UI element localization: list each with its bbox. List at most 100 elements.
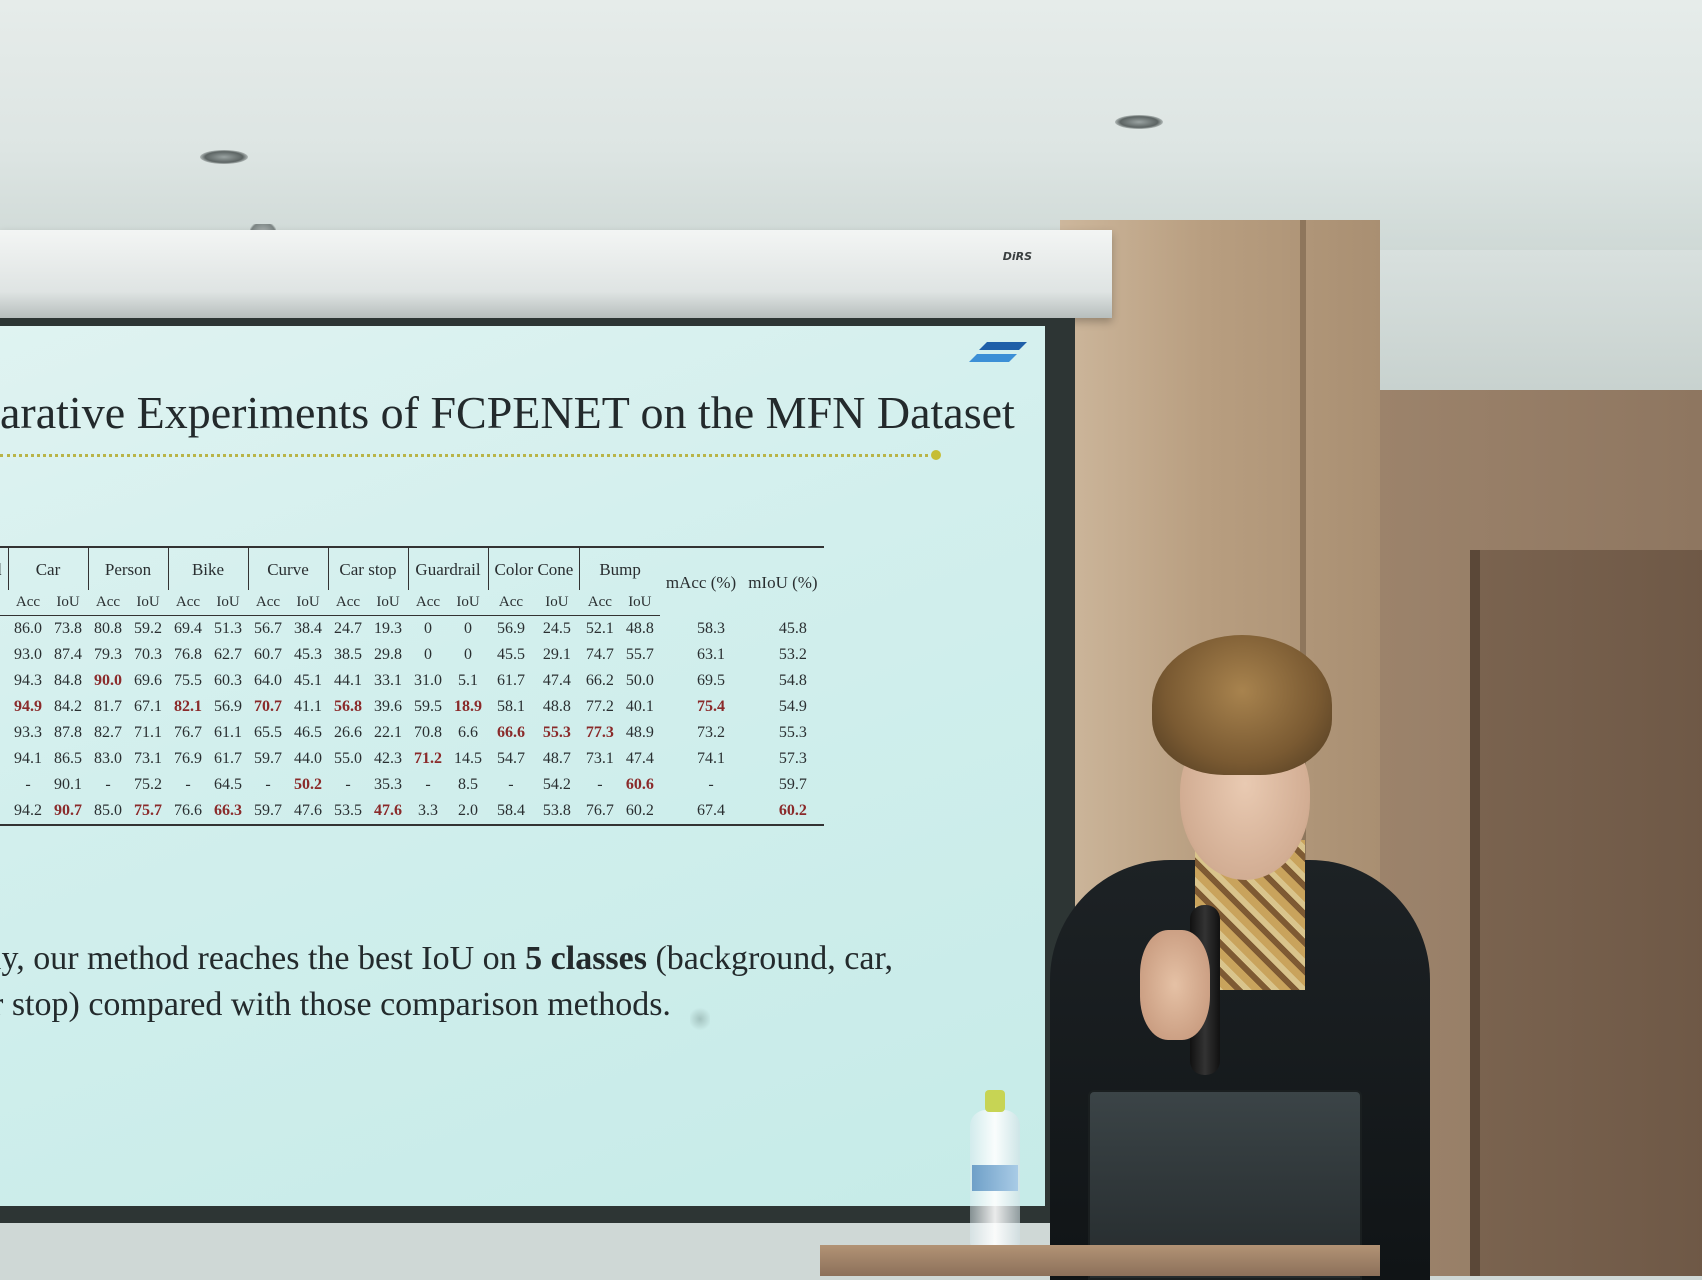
- table-cell: 76.9: [174, 750, 202, 767]
- screen-smudge: [690, 1006, 710, 1032]
- table-cell: 75.5: [174, 672, 202, 689]
- table-cell: 85.0: [94, 802, 122, 819]
- table-cell: 77.2: [585, 698, 614, 715]
- table-group-header-cell: Bike: [167, 546, 248, 590]
- table-cell: 52.1: [585, 620, 614, 637]
- table-cell: 45.5: [496, 646, 525, 663]
- table-cell: 75.7: [134, 802, 162, 819]
- table-cell: 67.4: [697, 802, 726, 819]
- table-subheader-cell: Acc: [579, 590, 620, 616]
- table-cell: 71.2: [414, 750, 442, 767]
- table-cell: 56.7: [254, 620, 282, 637]
- ceiling-light: [200, 150, 248, 164]
- door: [1470, 550, 1702, 1276]
- table-cell: 66.3: [214, 802, 242, 819]
- table-cell: 86.0: [14, 620, 42, 637]
- table-cell: 75.2: [134, 776, 162, 793]
- ceiling: [0, 0, 1702, 250]
- highlight-classes: 5 classes: [525, 940, 647, 977]
- table-cell: -: [25, 776, 31, 793]
- title-divider: [0, 450, 941, 460]
- table-cell: -: [185, 776, 191, 793]
- table-cell: 55.7: [625, 646, 654, 663]
- water-bottle: [970, 1090, 1020, 1250]
- table-cell: 59.7: [778, 776, 807, 793]
- table-subheader-cell: Acc: [168, 590, 208, 616]
- table-cell: 70.7: [254, 698, 282, 715]
- table-cell: 59.2: [134, 620, 162, 637]
- table-cell: [0, 772, 8, 798]
- table-cell: 93.0: [14, 646, 42, 663]
- table-cell: 38.5: [334, 646, 362, 663]
- table-cell: 2.0: [458, 802, 478, 819]
- table-cell: 59.7: [254, 802, 282, 819]
- table-cell: 50.0: [625, 672, 654, 689]
- table-subheader-cell: Acc: [488, 590, 534, 616]
- table-cell: 69.5: [697, 672, 726, 689]
- table-cell: -: [597, 776, 603, 793]
- table-row: - 90.1 - 75.2 - 64.5 - 50.2 - 35.3 - 8.5 - 54.2 - 60.6 -…: [0, 772, 824, 798]
- table-cell: 59.5: [414, 698, 442, 715]
- table-cell: 60.7: [254, 646, 282, 663]
- table-cell: 57.3: [778, 750, 807, 767]
- table-group-header-cell: Car: [7, 546, 88, 590]
- table-subheader-cell: Acc: [88, 590, 128, 616]
- table-cell: 47.4: [542, 672, 571, 689]
- table-cell: 82.7: [94, 724, 122, 741]
- table-cell: 56.8: [334, 698, 362, 715]
- table-subheader-cell: Acc: [248, 590, 288, 616]
- table-cell: 29.1: [542, 646, 571, 663]
- table-cell: 73.1: [134, 750, 162, 767]
- table-group-header-cell: Curve: [247, 546, 328, 590]
- logo-icon: [969, 342, 1027, 362]
- table-cell: 44.0: [294, 750, 322, 767]
- table-cell: 42.3: [374, 750, 402, 767]
- table-cell: 61.7: [496, 672, 525, 689]
- table-subheader-cell: IoU: [288, 590, 328, 616]
- table-group-header: undCarPersonBikeCurveCar stopGuardrailCo…: [0, 546, 824, 592]
- table-cell: -: [708, 776, 714, 793]
- table-group-header-cell: mIoU (%): [748, 572, 818, 592]
- projector-screen-case: DiRS: [0, 230, 1112, 318]
- table-cell: 56.9: [496, 620, 525, 637]
- table-cell: 71.1: [134, 724, 162, 741]
- table-cell: -: [508, 776, 514, 793]
- table-cell: 55.3: [778, 724, 807, 741]
- table-cell: 22.1: [374, 724, 402, 741]
- table-subheader-cell: IoU: [128, 590, 168, 616]
- conclusion-line-2: r stop) compared with those comparison m…: [0, 986, 671, 1023]
- table-cell: 6.6: [458, 724, 478, 741]
- table-cell: 19.3: [374, 620, 402, 637]
- table-cell: 3.3: [418, 802, 438, 819]
- table-cell: 53.8: [542, 802, 571, 819]
- table-cell: 80.8: [94, 620, 122, 637]
- table-cell: 48.7: [542, 750, 571, 767]
- table-cell: [0, 694, 8, 720]
- table-cell: 94.2: [14, 802, 42, 819]
- table-cell: 77.3: [585, 724, 614, 741]
- table-group-header-cell: mAcc (%): [665, 572, 737, 592]
- table-cell: [0, 668, 8, 694]
- table-subheader-cell: Acc: [8, 590, 48, 616]
- table-cell: 73.1: [585, 750, 614, 767]
- table-cell: 87.8: [54, 724, 82, 741]
- table-cell: 65.5: [254, 724, 282, 741]
- table-cell: 60.3: [214, 672, 242, 689]
- table-cell: 5.1: [458, 672, 478, 689]
- table-cell: 0: [464, 620, 472, 637]
- table-cell: 47.4: [625, 750, 654, 767]
- table-group-header-cell: und: [0, 547, 8, 590]
- table-cell: [0, 798, 8, 825]
- table-cell: 40.1: [625, 698, 654, 715]
- table-cell: 67.1: [134, 698, 162, 715]
- table-cell: 48.8: [542, 698, 571, 715]
- table-cell: 60.2: [778, 802, 807, 819]
- table-row: 0 93.0 87.4 79.3 70.3 76.8 62.7 60.7 45.3 38.5 29.…: [0, 642, 824, 668]
- table-cell: 55.0: [334, 750, 362, 767]
- table-cell: 74.7: [585, 646, 614, 663]
- table-cell: 47.6: [294, 802, 322, 819]
- table-cell: 75.4: [697, 698, 726, 715]
- presenter-hair: [1152, 635, 1332, 775]
- table-cell: [0, 746, 8, 772]
- table-cell: 90.0: [94, 672, 122, 689]
